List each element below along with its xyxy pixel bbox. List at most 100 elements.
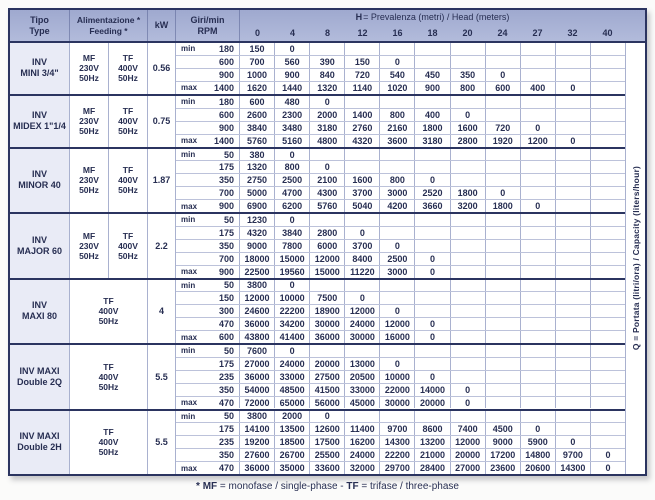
rpm-cell: max 900 (176, 265, 240, 278)
table-row: min 50 7600 0 (176, 345, 625, 357)
capacity-cell (521, 396, 556, 409)
capacity-cell: 20000 (310, 357, 346, 370)
capacity-cell: 2500 (275, 174, 311, 187)
capacity-cell: 36000 (240, 370, 276, 383)
capacity-cell: 30000 (380, 396, 416, 409)
capacity-cell (591, 384, 625, 396)
capacity-cell: 18900 (310, 305, 346, 318)
capacity-cell: 0 (415, 265, 451, 278)
capacity-cell (451, 252, 486, 265)
capacity-cell (486, 265, 521, 278)
capacity-cell: 0 (310, 161, 346, 174)
rpm-value: 175 (218, 358, 234, 369)
capacity-cell (521, 345, 556, 357)
capacity-cell (415, 43, 451, 55)
table-row: 150 12000 10000 7500 0 (176, 291, 625, 305)
capacity-cell: 0 (275, 148, 311, 161)
feeding-cell: TF 400V 50Hz (108, 214, 147, 278)
table-row: max 470 36000 35000 33600 32000 29700 28400 2700… (176, 461, 625, 474)
group-name: INV MINI 3/4" (10, 43, 70, 94)
capacity-cell (451, 345, 486, 357)
rpm-value: 180 (218, 43, 234, 54)
capacity-cell: 5900 (521, 436, 556, 449)
feeding-line: 400V (118, 175, 138, 186)
kw-value: 4 (148, 279, 176, 344)
head-col-18: 18 (427, 27, 438, 38)
header-cell-rpm: Giri/min RPM (176, 10, 240, 41)
rpm-cell: min 180 (176, 95, 240, 108)
footnote-tf: TF (346, 481, 359, 492)
rpm-minmax-label: max (181, 332, 198, 342)
rpm-cell: 235 (176, 436, 240, 449)
capacity-cell: 560 (275, 55, 311, 68)
capacity-cell: 16000 (380, 331, 416, 343)
table-row: 175 1320 800 0 (176, 160, 625, 174)
rpm-cell: 470 (176, 318, 240, 331)
capacity-cell (591, 318, 625, 330)
capacity-cell: 18000 (240, 252, 276, 265)
table-row: 300 24600 22200 18900 12000 0 (176, 304, 625, 318)
capacity-cell: 17200 (486, 449, 521, 462)
capacity-cell (591, 214, 625, 226)
header-tipo-line1: Tipo (30, 15, 49, 25)
capacity-cell (415, 95, 451, 108)
capacity-cell: 20600 (521, 462, 556, 474)
capacity-cell: 3000 (380, 187, 416, 200)
header-rpm-line1: Giri/min (190, 15, 225, 25)
table-header: Tipo Type Alimentazione * Feeding * kW G… (10, 10, 645, 43)
capacity-cell (591, 227, 625, 239)
capacity-cell (451, 161, 486, 174)
capacity-cell: 20500 (345, 370, 381, 383)
rpm-cell: 175 (176, 357, 240, 370)
feeding-cells: TF 400V 50Hz (70, 410, 148, 474)
capacity-cell (380, 148, 416, 161)
capacity-cell: 0 (451, 108, 486, 121)
group-rows: min 50 3800 2000 0 175 14100 13500 12600 11400 970… (176, 410, 625, 474)
header-tipo-line2: Type (29, 25, 50, 36)
rpm-value: 350 (218, 175, 234, 186)
feeding-line: 230V (79, 63, 99, 74)
capacity-cell: 1620 (240, 81, 276, 94)
group-inv-midex-1-1-4: INV MIDEX 1"1/4 MF 230V 50Hz TF 400V 50Hz 0.75 mi… (10, 93, 625, 147)
capacity-cell (556, 200, 591, 213)
feeding-line: TF (103, 296, 114, 307)
capacity-cell: 2160 (380, 121, 416, 134)
head-title: H = Prevalenza (metri) / Head (meters) (240, 10, 625, 24)
capacity-cell (345, 43, 381, 55)
capacity-cell (556, 383, 591, 396)
rpm-value: 50 (223, 149, 234, 160)
capacity-cell: 3200 (451, 200, 486, 213)
capacity-cell (591, 305, 625, 317)
rpm-value: 600 (218, 332, 234, 343)
rpm-value: 50 (223, 411, 234, 422)
capacity-cell: 65000 (275, 396, 311, 409)
capacity-cell (486, 383, 521, 396)
group-name-line: MINOR 40 (18, 180, 61, 191)
capacity-cell (380, 345, 416, 357)
capacity-cell (591, 292, 625, 304)
capacity-cell: 0 (415, 331, 451, 343)
rpm-value: 350 (218, 450, 234, 461)
capacity-cell: 3700 (345, 239, 381, 252)
capacity-cell (486, 279, 521, 292)
capacity-cell: 3180 (415, 134, 451, 147)
feeding-cell: TF 400V 50Hz (108, 95, 147, 147)
rpm-cell: max 470 (176, 396, 240, 409)
feeding-line: 230V (79, 175, 99, 186)
capacity-cell (451, 239, 486, 252)
capacity-cell (415, 410, 451, 423)
feeding-line: 50Hz (79, 126, 99, 137)
capacity-cell (521, 214, 556, 226)
rpm-value: 1400 (213, 135, 234, 146)
capacity-cell (521, 305, 556, 318)
rpm-value: 175 (218, 424, 234, 435)
feeding-cell: TF 400V 50Hz (108, 148, 147, 213)
capacity-cell: 0 (486, 68, 521, 81)
capacity-cell: 8600 (415, 423, 451, 436)
capacity-cell: 900 (415, 81, 451, 94)
capacity-cell (521, 55, 556, 68)
capacity-cell (486, 55, 521, 68)
capacity-cell (591, 174, 625, 186)
capacity-cell (486, 396, 521, 409)
capacity-cell: 27000 (451, 462, 486, 474)
